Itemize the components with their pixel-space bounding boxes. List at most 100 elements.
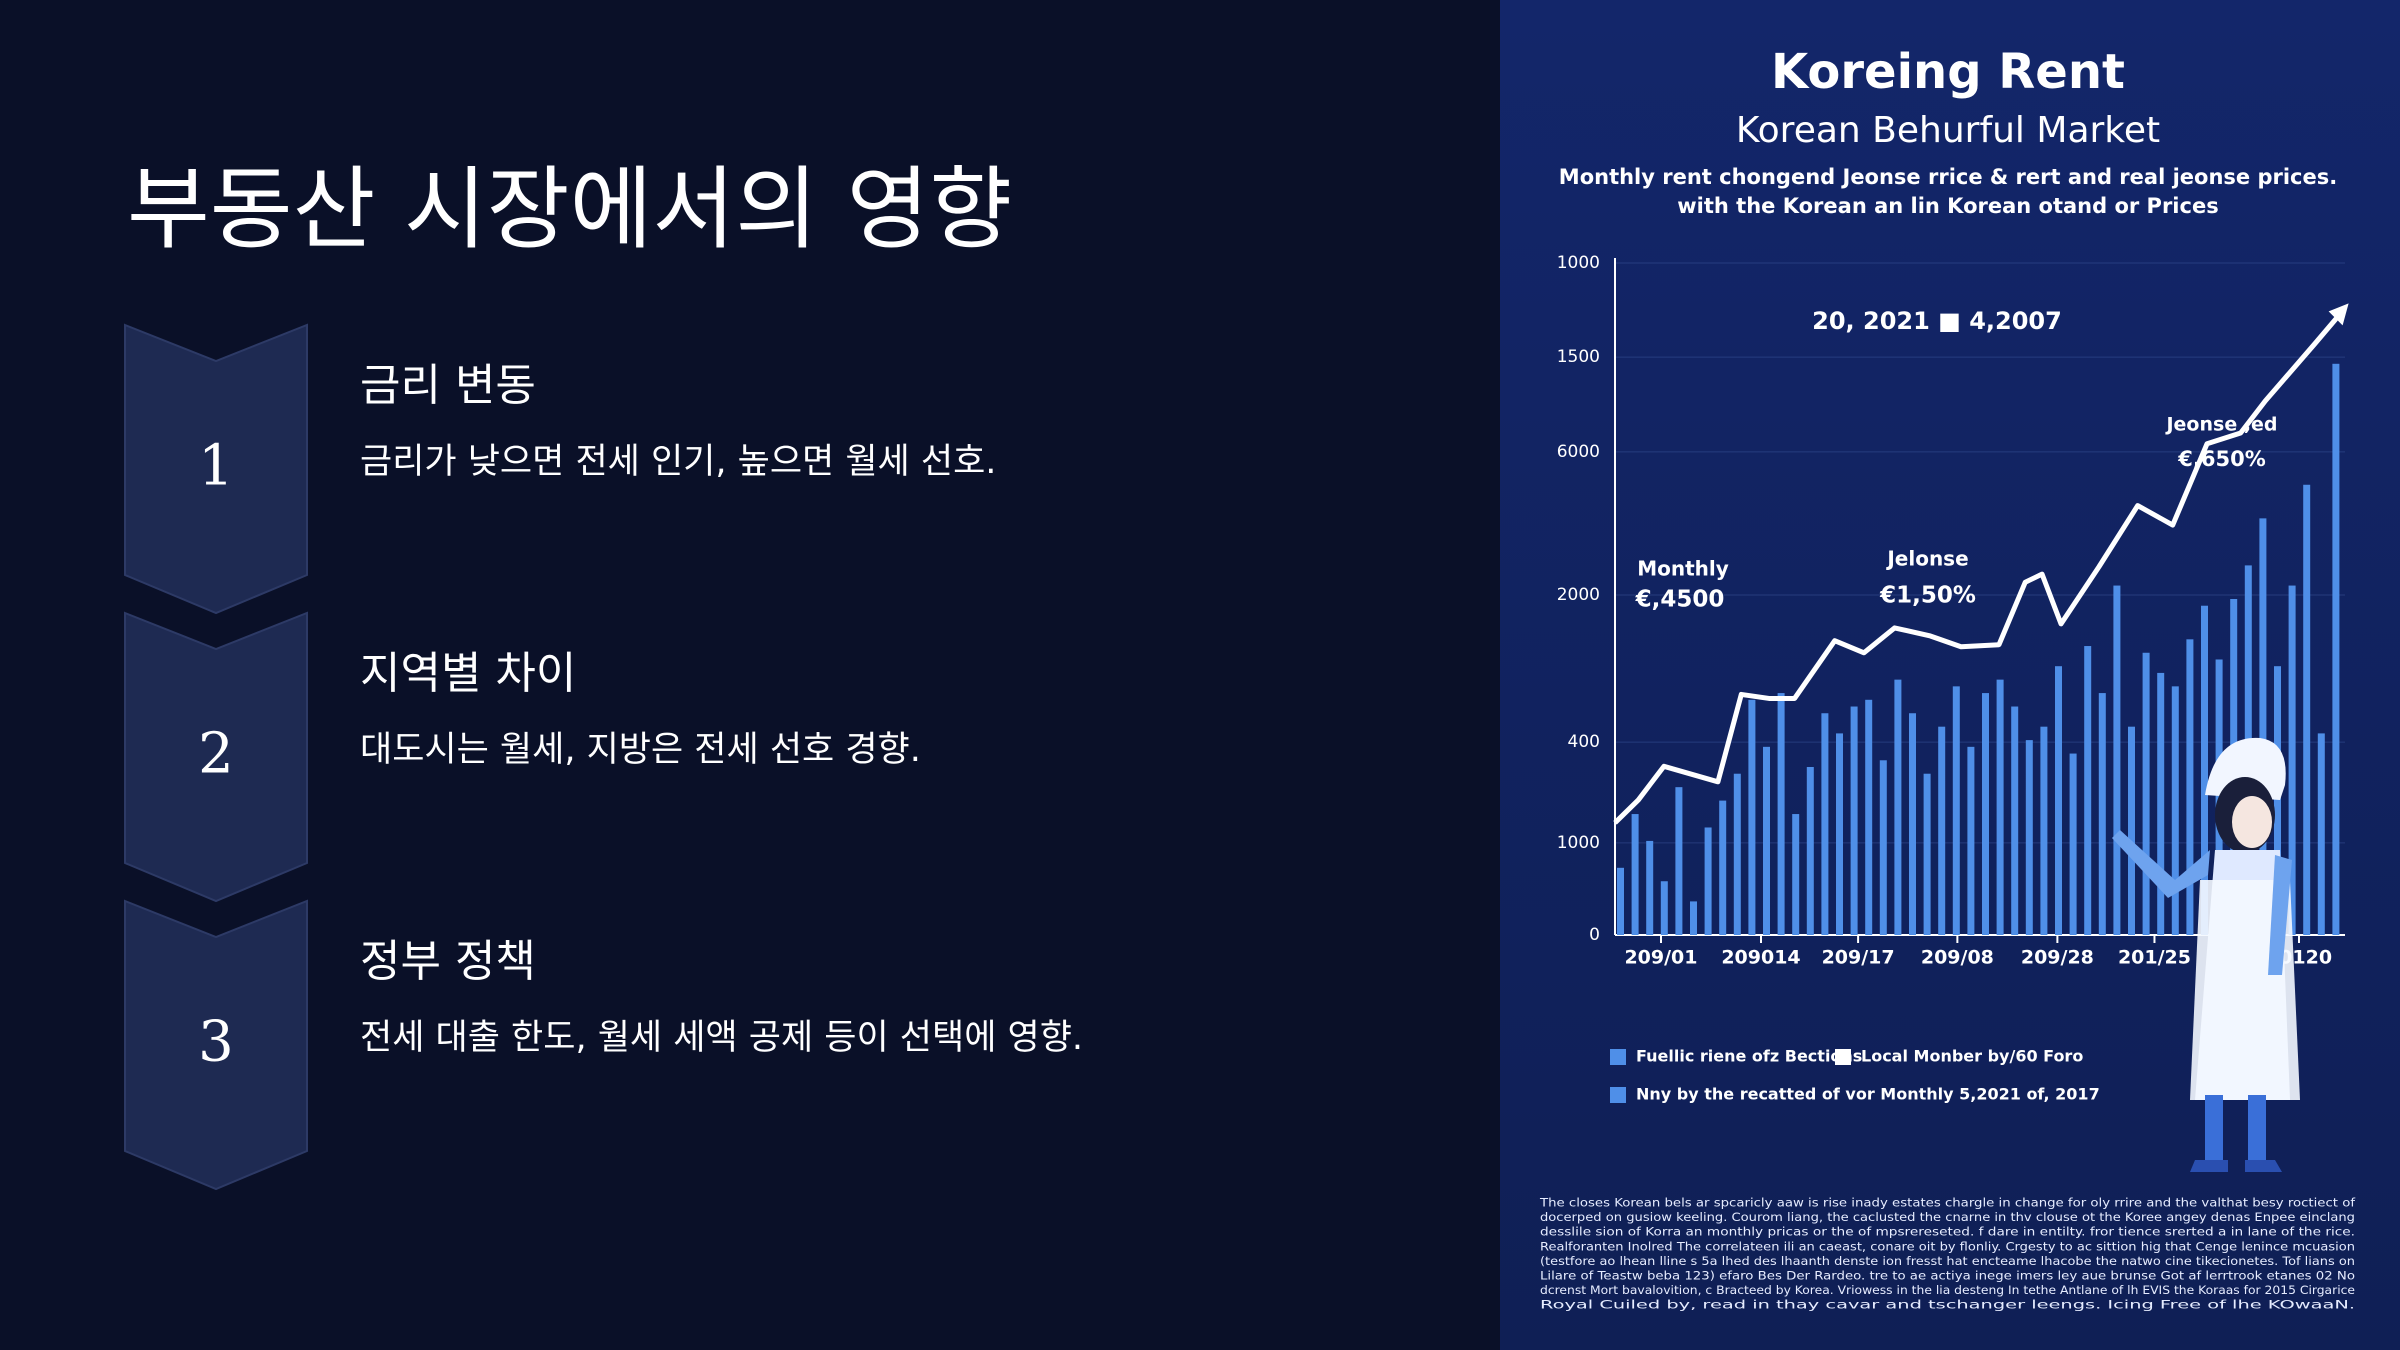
legend-label: Nny by the recatted of vor Monthly 5,202… xyxy=(1636,1085,2100,1104)
y-tick-label: 6000 xyxy=(1557,442,1600,462)
annotation: Jelonse xyxy=(1885,547,1968,571)
y-tick-label: 1000 xyxy=(1557,253,1600,273)
step-number: 3 xyxy=(198,1010,234,1075)
bar xyxy=(2025,740,2033,935)
bar xyxy=(1850,706,1858,935)
step-number: 1 xyxy=(198,434,234,499)
x-tick-label: 201/25 xyxy=(2118,947,2191,969)
item-heading: 정부 정책 xyxy=(360,936,536,987)
bar xyxy=(2040,726,2048,935)
bar xyxy=(2259,518,2267,935)
bar xyxy=(1909,713,1916,935)
bar xyxy=(2171,686,2179,935)
x-tick-label: 209014 xyxy=(1721,947,1800,969)
bar xyxy=(1982,693,1989,935)
illustration xyxy=(2112,737,2300,1172)
footnote: dcrenst Mort bavalovition, c Bracteed by… xyxy=(1540,1283,2355,1297)
footnote: Lilare of Teastw beba 123) efaro Bes Der… xyxy=(1540,1269,2355,1283)
y-tick-label: 400 xyxy=(1568,732,1600,752)
bar xyxy=(2055,666,2062,935)
annotation: Monthly xyxy=(1637,557,1729,581)
bar xyxy=(2011,706,2019,935)
annotation: €1,50% xyxy=(1879,583,1976,609)
bar xyxy=(1704,827,1712,935)
bar xyxy=(1952,686,1960,935)
annotation: Jeonse ,ed xyxy=(2164,414,2277,436)
bar xyxy=(1967,746,1975,935)
bar xyxy=(1996,679,2004,935)
y-tick-label: 1000 xyxy=(1557,833,1600,853)
footnote: The closes Korean bels ar spcaricly aaw … xyxy=(1539,1196,2356,1210)
annotation: €,650% xyxy=(2177,447,2265,471)
bar xyxy=(2069,753,2077,935)
bar xyxy=(2142,652,2150,935)
bar xyxy=(1821,713,1829,935)
bar xyxy=(2113,585,2121,935)
chevron xyxy=(124,899,308,1191)
bar xyxy=(2303,484,2311,935)
bar xyxy=(2157,672,2165,935)
legend-swatch xyxy=(1610,1049,1626,1065)
bar xyxy=(2186,639,2194,935)
chart-subtitle: Korean Behurful Market xyxy=(1736,110,2160,151)
footnote: (testfore ao lhean lline s 5a lhed des l… xyxy=(1540,1254,2355,1268)
chart-description: Monthly rent chongend Jeonse rrice & rer… xyxy=(1559,165,2337,189)
footnote: desslile sion of Korra an monthly pricas… xyxy=(1540,1225,2355,1239)
legend-swatch xyxy=(1835,1049,1851,1065)
bar xyxy=(1675,787,1683,935)
item-heading: 금리 변동 xyxy=(360,360,536,411)
bar xyxy=(2128,726,2135,935)
bar xyxy=(1617,867,1624,935)
item-text: 대도시는 월세, 지방은 전세 선호 경향. xyxy=(360,730,921,770)
bar xyxy=(2332,363,2340,935)
chevron xyxy=(124,611,308,903)
bar xyxy=(1646,840,1654,935)
footnote: Realforanten Inolred The correlateen ili… xyxy=(1540,1239,2355,1253)
bar xyxy=(1631,814,1639,935)
bar xyxy=(1690,901,1697,935)
step-number: 2 xyxy=(198,722,234,787)
bar xyxy=(1777,693,1785,935)
bar xyxy=(1923,773,1931,935)
chart-title: Koreing Rent xyxy=(1771,44,2125,100)
bar xyxy=(2201,605,2208,935)
legend-swatch xyxy=(1610,1087,1626,1103)
item-text: 전세 대출 한도, 월세 세액 공제 등이 선택에 영향. xyxy=(360,1018,1083,1058)
bar xyxy=(1836,733,1843,935)
legend-label: Local Monber by/60 Foro xyxy=(1861,1047,2083,1066)
footnote: Royal Cuiled by, read in thay cavar and … xyxy=(1540,1298,2355,1312)
arrow-head xyxy=(2328,303,2349,326)
bar xyxy=(1733,773,1741,935)
y-tick-label: 0 xyxy=(1589,925,1600,945)
annotation: €,4500 xyxy=(1635,587,1725,613)
slide-title: 부동산 시장에서의 영향 xyxy=(127,157,1012,262)
x-tick-label: 209/17 xyxy=(1822,947,1895,969)
bar xyxy=(1938,726,1946,935)
item-text: 금리가 낮으면 전세 인기, 높으면 월세 선호. xyxy=(360,442,996,482)
x-tick-label: 209/28 xyxy=(2021,947,2094,969)
bar xyxy=(1806,767,1814,935)
bar xyxy=(1748,699,1756,935)
bar xyxy=(2084,646,2092,935)
bar xyxy=(1792,814,1800,935)
annotation: 20, 2021 ■ 4,2007 xyxy=(1812,307,2062,335)
x-tick-label: 209/08 xyxy=(1921,947,1994,969)
bar xyxy=(2098,693,2106,935)
bar xyxy=(1894,679,1902,935)
bar xyxy=(1719,800,1727,935)
x-tick-label: 209/01 xyxy=(1624,947,1697,969)
bar xyxy=(1865,699,1873,935)
legend-label: Fuellic riene ofz Bections xyxy=(1636,1047,1862,1066)
bar xyxy=(2288,585,2296,935)
line xyxy=(1613,311,2343,825)
bar xyxy=(1879,760,1887,935)
bar xyxy=(2317,733,2325,935)
y-tick-label: 2000 xyxy=(1557,585,1600,605)
chevron xyxy=(124,323,308,615)
item-heading: 지역별 차이 xyxy=(360,648,576,699)
bar xyxy=(1763,746,1770,935)
bar xyxy=(1660,881,1668,935)
y-tick-label: 1500 xyxy=(1557,347,1600,367)
